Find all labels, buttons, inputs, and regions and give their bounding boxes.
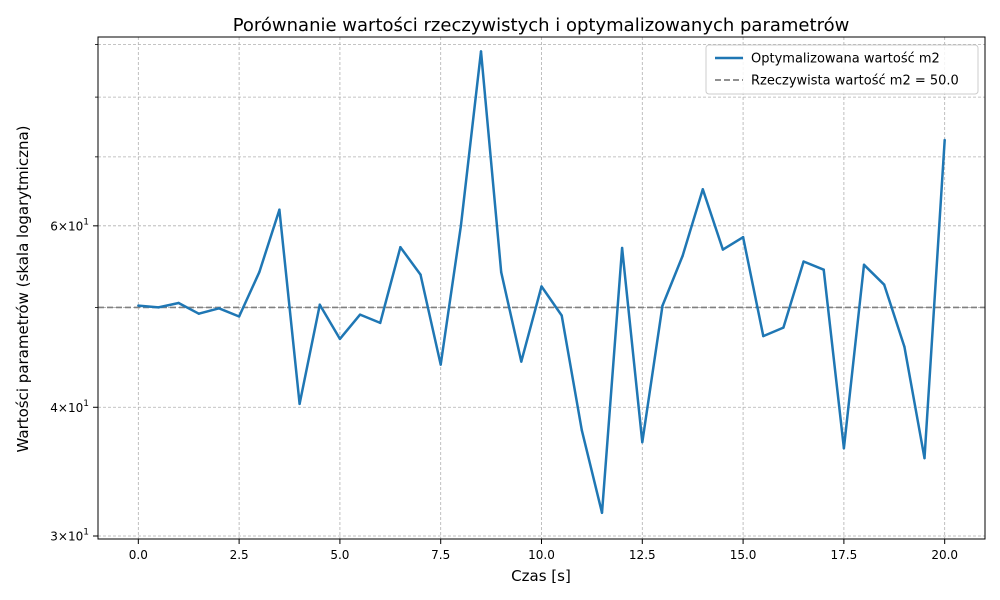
data-point <box>439 363 442 366</box>
x-axis-label: Czas [s] <box>511 567 571 585</box>
x-tick-label: 0.0 <box>129 548 148 562</box>
y-axis: 3×101 4×101 6×101 <box>50 43 98 544</box>
data-point <box>762 334 765 338</box>
data-point <box>540 285 543 288</box>
chart-title: Porównanie wartości rzeczywistych i opty… <box>233 15 850 36</box>
data-point <box>721 248 725 251</box>
y-tick-label: 6×101 <box>50 217 89 233</box>
y-tick-label: 4×101 <box>50 399 89 415</box>
data-point <box>923 456 926 460</box>
data-point <box>217 307 221 310</box>
data-point <box>782 326 785 329</box>
data-point <box>883 283 886 286</box>
legend: Optymalizowana wartość m2 Rzeczywista wa… <box>705 44 979 95</box>
data-point <box>479 50 483 53</box>
data-point <box>157 306 160 309</box>
data-point <box>499 270 503 274</box>
x-tick-label: 12.5 <box>629 548 656 562</box>
x-tick-label: 5.0 <box>330 548 349 562</box>
x-tick-label: 7.5 <box>431 548 450 562</box>
data-point <box>862 263 866 266</box>
legend-label-optimized: Optymalizowana wartość m2 <box>751 52 940 67</box>
x-tick-label: 10.0 <box>528 548 555 562</box>
data-point <box>358 313 362 316</box>
data-point <box>681 254 684 258</box>
x-axis: 0.0 2.5 5.0 7.5 10.0 12.5 15.0 17.5 20.0 <box>129 539 958 562</box>
data-point <box>600 511 604 514</box>
data-point <box>580 429 584 432</box>
data-point <box>278 208 281 211</box>
x-tick-label: 17.5 <box>831 548 858 562</box>
data-point <box>641 440 644 444</box>
data-point <box>379 321 382 325</box>
data-point <box>842 447 846 450</box>
series-layer <box>137 50 946 515</box>
data-point <box>298 402 301 406</box>
data-point <box>620 246 624 250</box>
data-point <box>338 337 342 341</box>
legend-box <box>705 44 979 95</box>
y-tick-label: 3×101 <box>50 528 89 544</box>
data-point <box>318 303 321 306</box>
data-point <box>177 301 180 305</box>
data-point <box>520 360 523 363</box>
data-point <box>822 268 825 271</box>
data-point <box>802 260 805 263</box>
legend-label-reference: Rzeczywista wartość m2 = 50.0 <box>751 74 959 89</box>
data-point <box>137 304 140 307</box>
data-point <box>943 138 946 142</box>
data-point <box>419 273 422 276</box>
data-point <box>903 345 906 348</box>
data-point <box>197 312 200 315</box>
x-tick-label: 20.0 <box>931 548 958 562</box>
data-point <box>459 224 463 228</box>
data-point <box>741 235 745 239</box>
x-tick-label: 2.5 <box>230 548 249 562</box>
data-point <box>560 314 563 317</box>
data-point <box>399 246 402 249</box>
data-point <box>701 188 704 191</box>
data-point <box>237 315 241 318</box>
x-tick-label: 15.0 <box>730 548 757 562</box>
y-axis-label: Wartości parametrów (skala logarytmiczna… <box>14 126 32 453</box>
data-point <box>661 304 664 307</box>
data-point <box>258 270 261 274</box>
